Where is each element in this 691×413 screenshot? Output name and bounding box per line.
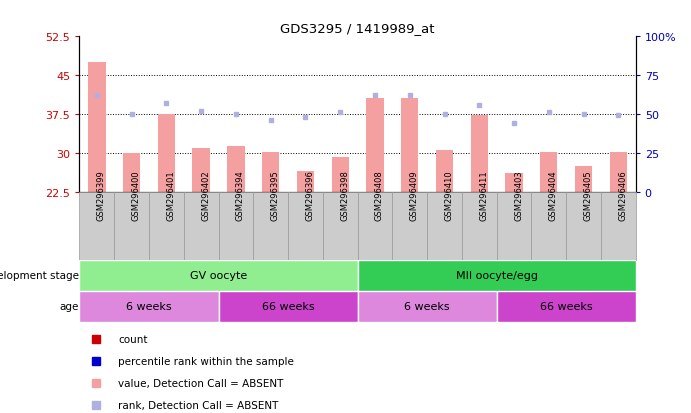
- Bar: [79, 192, 114, 260]
- Text: count: count: [118, 335, 148, 344]
- Bar: [227, 147, 245, 192]
- Text: GSM296411: GSM296411: [480, 170, 489, 221]
- Bar: [296, 171, 314, 192]
- Text: MII oocyte/egg: MII oocyte/egg: [455, 271, 538, 281]
- Bar: [79, 291, 218, 322]
- Bar: [218, 291, 358, 322]
- Bar: [497, 291, 636, 322]
- Text: GSM296405: GSM296405: [584, 170, 593, 221]
- Bar: [88, 63, 106, 192]
- Bar: [366, 99, 384, 192]
- Bar: [540, 152, 558, 192]
- Bar: [609, 152, 627, 192]
- Bar: [566, 192, 601, 260]
- Bar: [358, 260, 636, 291]
- Bar: [392, 192, 427, 260]
- Bar: [358, 192, 392, 260]
- Bar: [149, 192, 184, 260]
- Text: GSM296398: GSM296398: [340, 170, 349, 221]
- Text: GSM296401: GSM296401: [167, 170, 176, 221]
- Bar: [184, 192, 218, 260]
- Text: 66 weeks: 66 weeks: [262, 301, 314, 312]
- Bar: [254, 192, 288, 260]
- Text: 66 weeks: 66 weeks: [540, 301, 592, 312]
- Text: 6 weeks: 6 weeks: [126, 301, 172, 312]
- Bar: [323, 192, 358, 260]
- Bar: [497, 192, 531, 260]
- Title: GDS3295 / 1419989_at: GDS3295 / 1419989_at: [281, 21, 435, 35]
- Bar: [427, 192, 462, 260]
- Text: value, Detection Call = ABSENT: value, Detection Call = ABSENT: [118, 378, 284, 388]
- Text: development stage: development stage: [0, 271, 79, 281]
- Text: GSM296409: GSM296409: [410, 170, 419, 221]
- Text: GSM296408: GSM296408: [375, 170, 384, 221]
- Bar: [79, 260, 358, 291]
- Text: GSM296394: GSM296394: [236, 170, 245, 221]
- Bar: [218, 192, 254, 260]
- Bar: [401, 99, 419, 192]
- Bar: [114, 192, 149, 260]
- Text: 6 weeks: 6 weeks: [404, 301, 450, 312]
- Bar: [462, 192, 497, 260]
- Bar: [471, 116, 488, 192]
- Text: GSM296406: GSM296406: [618, 170, 627, 221]
- Text: GSM296400: GSM296400: [131, 170, 140, 221]
- Bar: [158, 114, 175, 192]
- Text: GSM296395: GSM296395: [271, 170, 280, 221]
- Bar: [575, 166, 592, 192]
- Text: GSM296402: GSM296402: [201, 170, 210, 221]
- Bar: [531, 192, 566, 260]
- Text: GSM296399: GSM296399: [97, 170, 106, 221]
- Text: GSM296396: GSM296396: [305, 170, 314, 221]
- Bar: [358, 291, 497, 322]
- Text: rank, Detection Call = ABSENT: rank, Detection Call = ABSENT: [118, 399, 278, 410]
- Text: age: age: [59, 301, 79, 312]
- Bar: [123, 153, 140, 192]
- Text: percentile rank within the sample: percentile rank within the sample: [118, 356, 294, 366]
- Bar: [436, 151, 453, 192]
- Bar: [505, 174, 522, 192]
- Text: GSM296403: GSM296403: [514, 170, 523, 221]
- Bar: [193, 148, 210, 192]
- Bar: [332, 157, 349, 192]
- Bar: [601, 192, 636, 260]
- Text: GSM296404: GSM296404: [549, 170, 558, 221]
- Text: GSM296410: GSM296410: [444, 170, 453, 221]
- Bar: [288, 192, 323, 260]
- Bar: [262, 152, 279, 192]
- Text: GV oocyte: GV oocyte: [190, 271, 247, 281]
